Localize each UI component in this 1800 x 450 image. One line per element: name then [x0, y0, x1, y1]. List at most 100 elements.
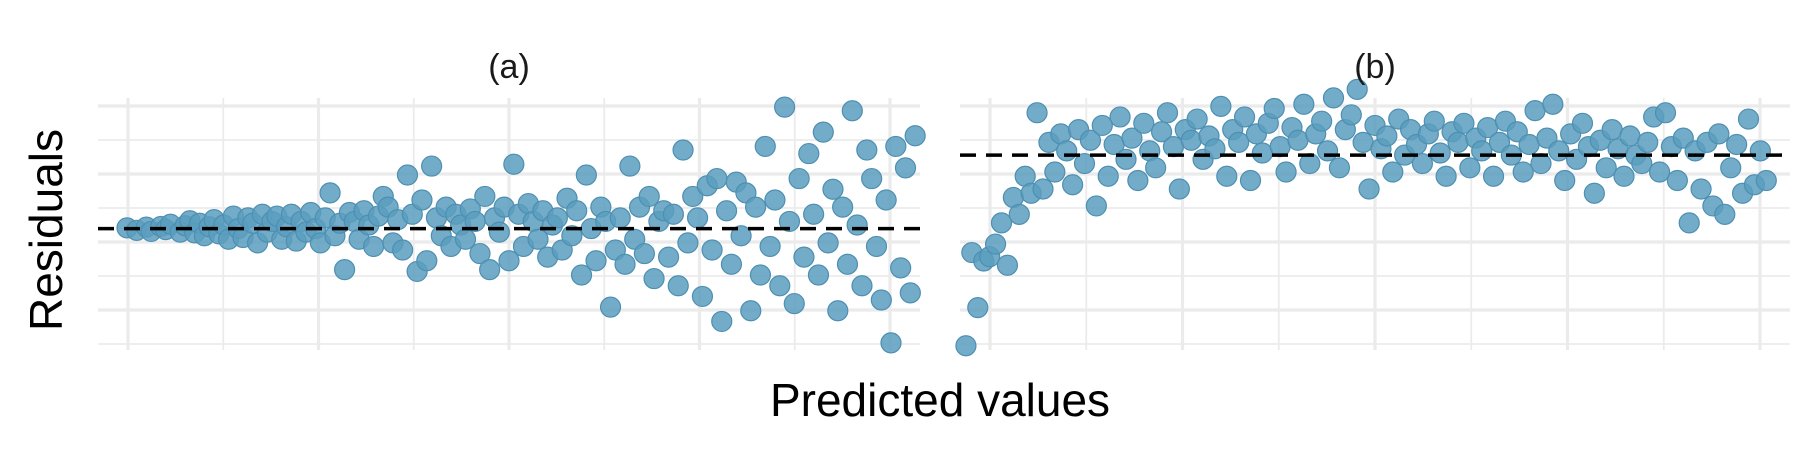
data-point [759, 235, 781, 258]
data-point [754, 135, 776, 158]
data-point [1678, 212, 1700, 234]
data-point [1346, 78, 1368, 101]
data-point [783, 292, 805, 315]
data-point [633, 242, 655, 265]
data-point [967, 297, 989, 319]
data-point [682, 185, 704, 208]
data-point [1150, 121, 1173, 143]
data-point [904, 125, 926, 147]
data-point [875, 189, 897, 211]
data-point [870, 289, 892, 311]
data-point [1518, 133, 1540, 156]
data-point [1453, 112, 1475, 134]
data-point [667, 275, 689, 297]
data-point [817, 232, 839, 254]
data-point [334, 259, 356, 281]
data-point [861, 167, 883, 190]
data-point [1352, 131, 1374, 153]
data-point [1459, 157, 1481, 179]
data-point [740, 300, 762, 322]
data-point [1097, 165, 1119, 187]
data-point [865, 235, 888, 258]
data-point [1216, 165, 1238, 187]
data-point [1275, 161, 1297, 183]
data-point [479, 259, 501, 281]
data-point [672, 139, 694, 161]
data-point [749, 264, 772, 286]
data-point [1316, 140, 1339, 162]
data-point [1109, 106, 1131, 128]
data-point [657, 246, 680, 268]
data-point [1720, 157, 1742, 179]
data-point [846, 214, 868, 236]
data-point [1548, 140, 1570, 162]
data-point [1121, 127, 1143, 149]
data-point [1168, 178, 1190, 200]
data-point [730, 225, 752, 247]
x-axis-title: Predicted values [770, 374, 1110, 426]
data-point [1708, 123, 1730, 145]
data-point [396, 164, 419, 186]
data-point [1429, 142, 1451, 164]
data-point [1287, 129, 1309, 151]
data-point [1512, 161, 1534, 183]
data-point [990, 212, 1013, 234]
data-point [701, 239, 723, 261]
data-point [1554, 169, 1576, 192]
data-point [614, 253, 636, 275]
data-point [1601, 119, 1623, 141]
data-point [788, 167, 810, 190]
data-point [1595, 157, 1617, 179]
data-point [798, 142, 820, 165]
data-point [599, 296, 622, 318]
data-point [890, 257, 912, 279]
panel-a-points [116, 96, 926, 354]
data-point [638, 185, 660, 208]
data-point [474, 185, 496, 208]
data-point [793, 246, 815, 268]
data-point [1714, 203, 1736, 226]
panel-b: (b) [955, 48, 1790, 357]
data-point [1156, 102, 1179, 124]
data-point [1133, 112, 1155, 134]
panel-a-label: (a) [488, 48, 530, 86]
data-point [1293, 93, 1315, 115]
data-point [1619, 125, 1641, 147]
data-point [677, 232, 699, 254]
data-point [1044, 161, 1066, 183]
data-point [744, 196, 767, 218]
data-point [1340, 104, 1362, 126]
data-point [1690, 178, 1712, 200]
data-point [1032, 178, 1054, 200]
data-point [1482, 165, 1505, 187]
data-point [807, 264, 830, 286]
data-point [715, 200, 738, 222]
data-point [546, 207, 568, 229]
data-point [1085, 195, 1107, 217]
data-point [643, 267, 665, 290]
data-point [609, 207, 631, 229]
data-point [1411, 152, 1434, 175]
data-point [774, 96, 796, 118]
data-point [1435, 165, 1457, 187]
data-point [996, 254, 1019, 276]
data-point [1755, 169, 1777, 192]
data-point [1186, 108, 1208, 130]
data-point [827, 300, 849, 322]
data-point [570, 264, 593, 286]
data-point [566, 200, 588, 222]
data-point [832, 196, 854, 218]
data-point [1423, 110, 1445, 132]
data-point [769, 275, 791, 297]
data-point [498, 250, 520, 272]
data-point [363, 235, 385, 258]
data-point [585, 250, 607, 272]
data-point [319, 182, 341, 204]
data-point [984, 233, 1007, 255]
data-point [706, 167, 728, 190]
data-point [469, 242, 491, 265]
data-point [1079, 129, 1102, 151]
data-point [1127, 169, 1149, 192]
panel-b-points [955, 78, 1777, 357]
